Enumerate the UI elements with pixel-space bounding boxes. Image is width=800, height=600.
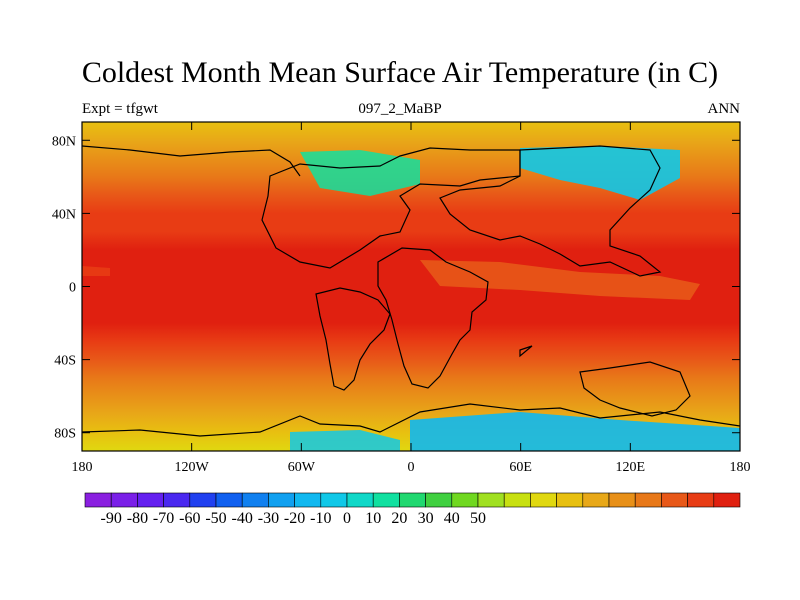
colorbar-swatch [713, 492, 741, 508]
colorbar-swatch [425, 492, 453, 508]
greenland-outline [82, 145, 301, 177]
warm-patch-west [82, 266, 110, 276]
colorbar-swatch [477, 492, 505, 508]
lon-tick-label: 60W [288, 460, 316, 475]
case-label: 097_2_MaBP [358, 101, 442, 117]
lat-tick-label: 40N [52, 207, 76, 222]
colorbar-label: 40 [444, 510, 460, 527]
colorbar-swatch [503, 492, 531, 508]
colorbar-label: -40 [232, 510, 253, 527]
experiment-label: Expt = tfgwt [82, 101, 158, 117]
colorbar-label: -10 [310, 510, 331, 527]
colorbar-swatch [163, 492, 191, 508]
colorbar-label: 30 [418, 510, 434, 527]
colorbar-swatch [215, 492, 243, 508]
colorbar-swatch [320, 492, 348, 508]
colorbar-swatch [268, 492, 295, 508]
colorbar-swatch [137, 492, 164, 508]
colorbar-swatch [189, 492, 217, 508]
lon-tick-label: 180 [730, 460, 751, 475]
lon-tick-label: 120E [616, 460, 646, 475]
colorbar-label: -50 [205, 510, 226, 527]
colorbar-swatch [346, 492, 374, 508]
colorbar-swatch [241, 492, 269, 508]
lat-tick-label: 0 [69, 281, 76, 296]
colorbar-label: 10 [365, 510, 381, 527]
warm-pool-patch [420, 260, 700, 300]
colorbar-label: -30 [258, 510, 279, 527]
lon-tick-label: 0 [408, 460, 415, 475]
colorbar-label: 0 [343, 510, 351, 527]
latitude-axis: 80N 40N 0 40S 80S [52, 134, 740, 442]
plot-title: Coldest Month Mean Surface Air Temperatu… [81, 56, 719, 89]
india-outline [519, 345, 533, 358]
africa-outline [377, 247, 489, 389]
lat-tick-label: 40S [54, 354, 76, 369]
season-label: ANN [707, 101, 741, 117]
longitude-axis: 180 120W 60W 0 60E 120E 180 [72, 122, 751, 475]
colorbar-swatch [687, 492, 715, 508]
australia-outline [579, 361, 691, 417]
colorbar-swatch [84, 492, 112, 508]
colorbar-swatch [661, 492, 688, 508]
lon-tick-label: 120W [175, 460, 210, 475]
colorbar-label: -20 [284, 510, 305, 527]
antarctica-outline [82, 403, 740, 437]
colorbar-swatch [530, 492, 557, 508]
colorbar-swatch [110, 492, 138, 508]
temperature-patches [82, 146, 740, 451]
lat-tick-label: 80N [52, 134, 76, 149]
colorbar-swatch [634, 492, 662, 508]
north-america-outline [261, 147, 521, 269]
colorbar-label: -60 [179, 510, 200, 527]
colorbar-label: -90 [101, 510, 122, 527]
colorbar-swatch [556, 492, 584, 508]
colorbar-label: -80 [127, 510, 148, 527]
antarctic-cold-patch-west [290, 430, 400, 451]
colorbar-swatch [372, 492, 400, 508]
lon-tick-label: 180 [72, 460, 93, 475]
colorbar-swatch [608, 492, 636, 508]
south-america-outline [315, 287, 391, 391]
colorbar-swatch [451, 492, 479, 508]
colorbar: -90 -80 -70 -60 -50 -40 -30 -20 -10 0 10 20 30 40 50 [84, 492, 741, 527]
europe-asia-outline [439, 145, 662, 277]
lat-tick-label: 80S [54, 427, 76, 442]
siberia-cold-patch [520, 146, 680, 200]
colorbar-swatch [582, 492, 610, 508]
colorbar-label: -70 [153, 510, 174, 527]
colorbar-label: 50 [470, 510, 486, 527]
continent-outlines [82, 145, 740, 437]
colorbar-swatch [294, 492, 322, 508]
colorbar-label: 20 [391, 510, 407, 527]
antarctic-cold-patch [410, 412, 740, 451]
lon-tick-label: 60E [509, 460, 532, 475]
colorbar-swatch [399, 492, 426, 508]
